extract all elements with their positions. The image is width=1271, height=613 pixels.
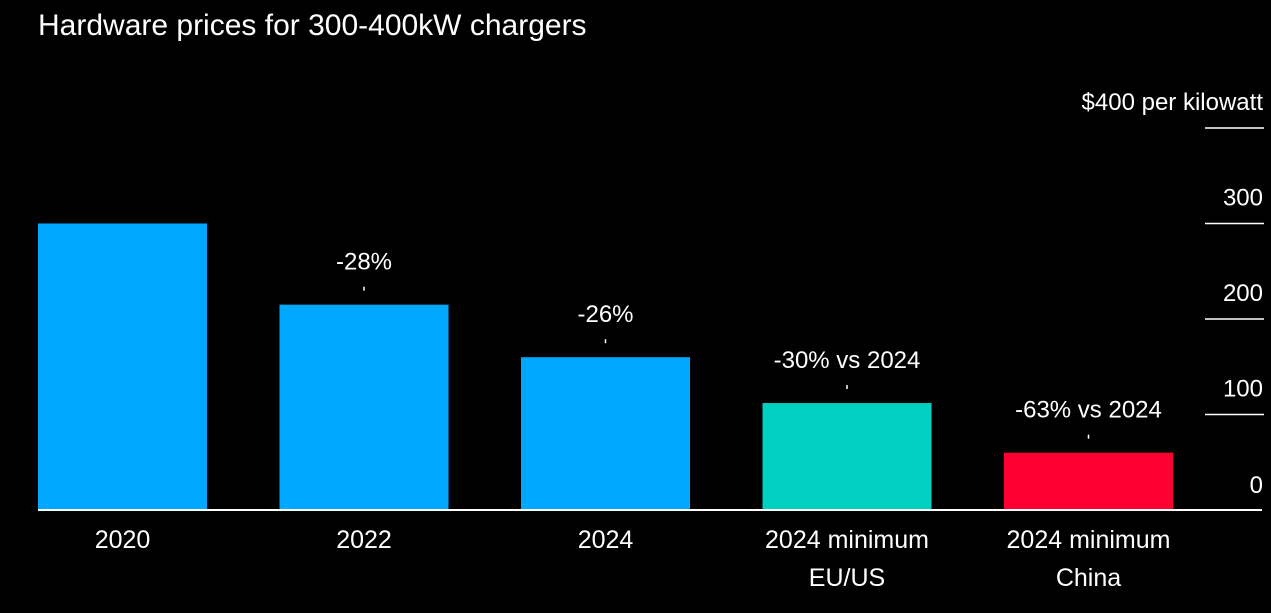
x-tick-label: 2020 [95,526,151,554]
bar [38,223,207,510]
y-tick-label: 0 [1250,472,1263,499]
y-tick-label: $400 per kilowatt [1082,89,1264,116]
bar [762,403,932,510]
bar-annotation: -28% [336,249,392,276]
y-tick-label: 100 [1223,376,1263,403]
x-tick-label: EU/US [809,564,885,592]
x-tick-label: 2022 [336,526,392,554]
x-tick-label: 2024 [578,526,634,554]
x-tick-label: 2024 minimum [1007,526,1171,554]
y-tick-label: 200 [1223,280,1263,307]
bar [1004,452,1173,510]
bar [521,357,690,510]
x-tick-label: China [1056,564,1121,592]
chart-title: Hardware prices for 300-400kW chargers [38,9,587,42]
y-tick-label: 300 [1223,185,1263,212]
bar [279,304,449,510]
bar-annotation: -26% [577,301,633,328]
bar-annotation: -63% vs 2024 [1015,397,1162,424]
bar-annotation: -30% vs 2024 [774,347,921,374]
x-tick-label: 2024 minimum [765,526,929,554]
